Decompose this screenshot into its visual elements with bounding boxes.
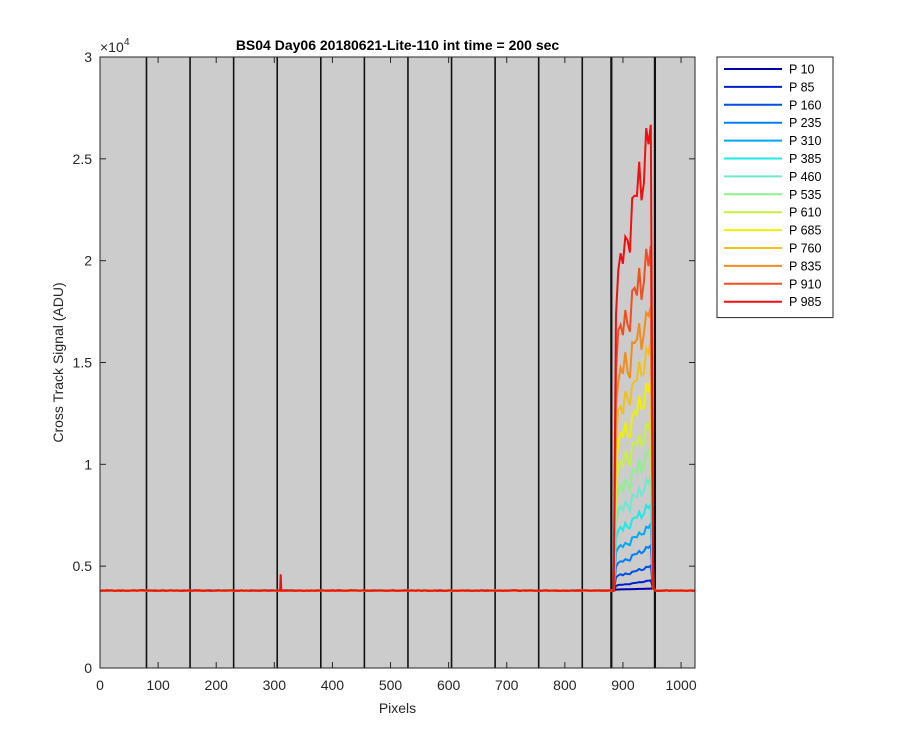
legend-label: P 10 (789, 63, 815, 77)
y-exponent-power: 4 (124, 37, 130, 48)
x-tick-label: 800 (553, 677, 577, 693)
y-tick-label: 3 (84, 49, 92, 65)
legend: P 10 P 85 P 160 P 235 P 310 P 385 P 460 P 535 P … (716, 56, 834, 319)
legend-item: P 460 (724, 170, 821, 184)
legend-label: P 610 (789, 206, 821, 220)
divider-lines (145, 57, 657, 668)
legend-label: P 460 (789, 170, 821, 184)
legend-item: P 160 (724, 98, 821, 112)
legend-item: P 385 (724, 152, 821, 166)
plot-area (100, 57, 695, 668)
legend-item: P 610 (724, 206, 821, 220)
x-tick-label: 300 (263, 677, 287, 693)
x-tick-label: 100 (146, 677, 170, 693)
legend-item: P 85 (724, 80, 815, 94)
x-tick-label: 600 (437, 677, 461, 693)
legend-label: P 910 (789, 277, 821, 291)
legend-label: P 760 (789, 242, 821, 256)
x-tick-label: 900 (611, 677, 635, 693)
y-exponent-base: ×10 (100, 39, 124, 55)
legend-item: P 10 (724, 63, 815, 77)
legend-label: P 310 (789, 134, 821, 148)
x-tick-label: 200 (205, 677, 229, 693)
legend-label: P 235 (789, 116, 821, 130)
y-tick-label: 2 (84, 253, 92, 269)
x-tick-label: 1000 (665, 677, 696, 693)
y-tick-label: 2.5 (73, 151, 93, 167)
chart-title: BS04 Day06 20180621-Lite-110 int time = … (236, 37, 560, 53)
y-tick-label: 0.5 (73, 558, 93, 574)
legend-label: P 985 (789, 295, 821, 309)
x-axis-ticks: 0 100 200 300 400 500 600 700 800 900 1000 (96, 57, 697, 693)
series-line (99, 124, 696, 592)
legend-item: P 535 (724, 188, 821, 202)
legend-box (716, 56, 834, 319)
legend-item: P 760 (724, 242, 821, 256)
y-tick-label: 0 (84, 660, 92, 676)
y-tick-label: 1 (84, 456, 92, 472)
legend-label: P 160 (789, 98, 821, 112)
y-tick-label: 1.5 (73, 355, 93, 371)
legend-item: P 910 (724, 277, 821, 291)
legend-item: P 835 (724, 259, 821, 273)
legend-item: P 235 (724, 116, 821, 130)
y-axis-exponent: ×10 4 (100, 37, 130, 55)
y-axis-label: Cross Track Signal (ADU) (50, 282, 66, 442)
legend-item: P 985 (724, 295, 821, 309)
legend-item: P 685 (724, 224, 821, 238)
legend-item: P 310 (724, 134, 821, 148)
legend-label: P 835 (789, 259, 821, 273)
legend-label: P 685 (789, 224, 821, 238)
x-tick-label: 500 (379, 677, 403, 693)
x-axis-label: Pixels (379, 700, 416, 716)
legend-label: P 535 (789, 188, 821, 202)
x-tick-label: 400 (321, 677, 345, 693)
legend-label: P 85 (789, 80, 815, 94)
y-axis-ticks: 0 0.5 1 1.5 2 2.5 3 (73, 49, 695, 676)
legend-label: P 385 (789, 152, 821, 166)
x-tick-label: 700 (495, 677, 519, 693)
x-tick-label: 0 (96, 677, 104, 693)
series-lines (99, 124, 696, 592)
